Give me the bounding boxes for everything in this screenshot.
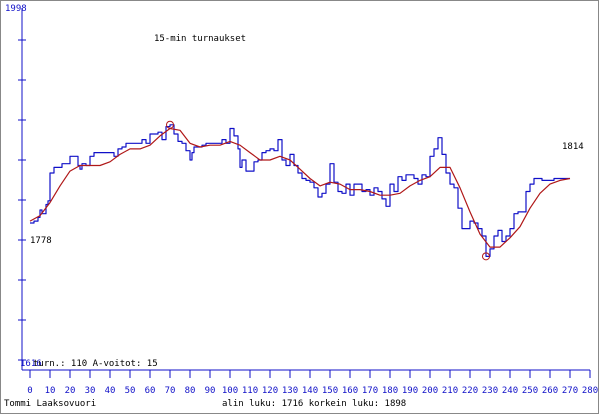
x-tick-label: 260 [542,386,558,396]
tick-group: 0 10 20 30 40 50 60 70 80 90 100 110 120 130 140 150 160… [18,8,598,396]
annotation-start-value: 1778 [30,236,52,246]
x-tick-label: 0 [27,386,32,396]
x-tick-label: 200 [422,386,438,396]
x-tick-label: 80 [185,386,196,396]
x-tick-label: 250 [522,386,538,396]
x-tick-label: 230 [482,386,498,396]
x-tick-label: 280 [582,386,598,396]
x-tick-label: 70 [165,386,176,396]
x-tick-label: 220 [462,386,478,396]
x-tick-label: 10 [45,386,56,396]
x-tick-label: 90 [205,386,216,396]
stats-text: turn.: 110 A-voitot: 15 [33,359,158,369]
x-tick-label: 20 [65,386,76,396]
x-tick-label: 50 [125,386,136,396]
extreme-marker [482,252,490,261]
annotation-end-value: 1814 [562,142,584,152]
x-tick-label: 160 [342,386,358,396]
x-tick-label: 210 [442,386,458,396]
footer-author: Tommi Laaksovuori [4,399,96,409]
x-tick-label: 100 [222,386,238,396]
x-tick-label: 150 [322,386,338,396]
footer-range: alin luku: 1716 korkein luku: 1898 [222,399,406,409]
smoothed-series-line [29,127,571,248]
y-bottom-label: 1616 [20,359,42,369]
series-layer [29,124,571,257]
x-tick-label: 240 [502,386,518,396]
x-tick-label: 60 [145,386,156,396]
chart-title: 15-min turnaukset [154,34,246,44]
x-tick-label: 130 [282,386,298,396]
marker-layer [166,120,490,261]
y-top-label: 1998 [5,4,27,14]
extreme-marker [166,120,174,129]
x-tick-label: 190 [402,386,418,396]
x-tick-label: 110 [242,386,258,396]
x-tick-label: 270 [562,386,578,396]
x-tick-label: 170 [362,386,378,396]
x-tick-label: 140 [302,386,318,396]
x-tick-label: 180 [382,386,398,396]
x-tick-label: 120 [262,386,278,396]
x-tick-label: 30 [85,386,96,396]
x-tick-label: 40 [105,386,116,396]
